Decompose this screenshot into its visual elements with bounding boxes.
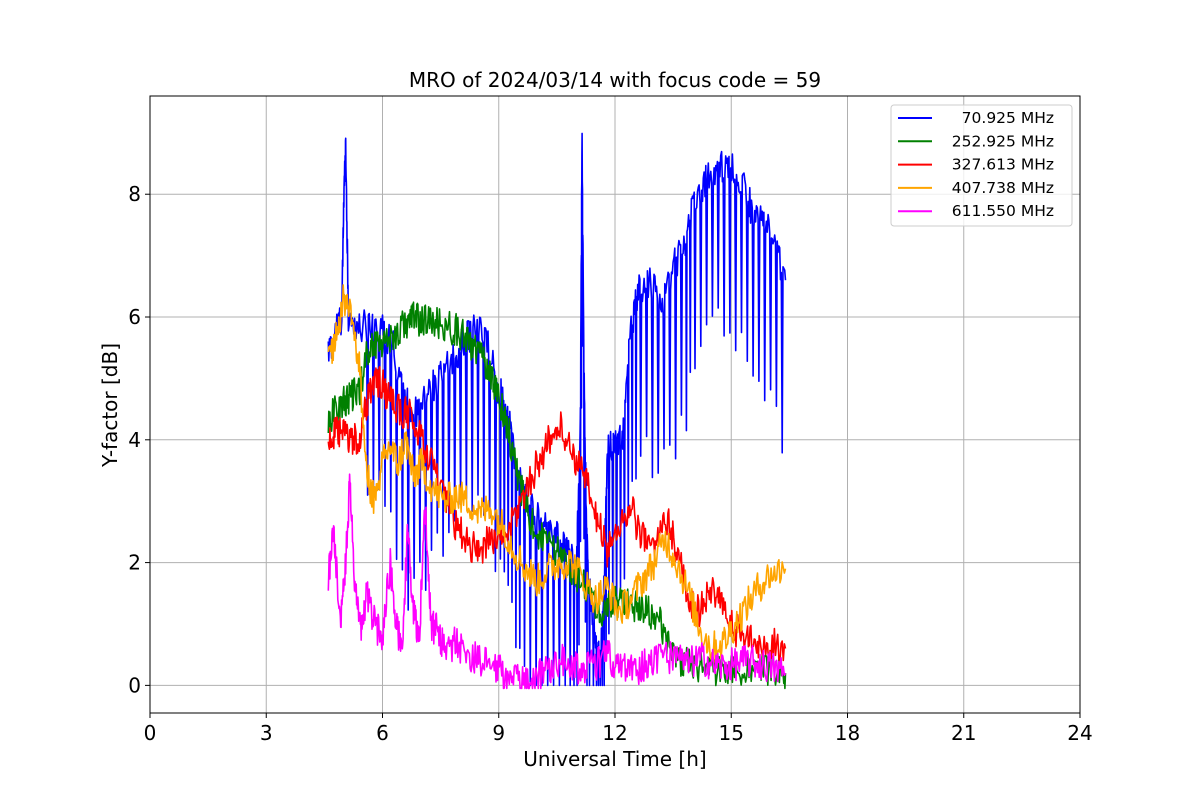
x-tick-label: 24 xyxy=(1067,721,1092,745)
series-line-2 xyxy=(327,365,787,662)
legend-box xyxy=(890,104,1073,227)
legend-label: 252.925 MHz xyxy=(952,132,1054,150)
series-line-4 xyxy=(327,473,787,690)
y-tick-label: 6 xyxy=(128,305,141,329)
y-tick-label: 0 xyxy=(128,673,141,697)
x-tick-label: 12 xyxy=(602,721,627,745)
x-tick-label: 3 xyxy=(260,721,273,745)
x-tick-label: 18 xyxy=(835,721,860,745)
chart-title: MRO of 2024/03/14 with focus code = 59 xyxy=(409,68,821,92)
x-tick-label: 21 xyxy=(951,721,976,745)
x-tick-label: 6 xyxy=(376,721,389,745)
y-tick-label: 8 xyxy=(128,182,141,206)
y-tick-label: 4 xyxy=(128,428,141,452)
legend-label: 70.925 MHz xyxy=(962,109,1054,127)
series-line-3 xyxy=(327,284,787,663)
x-tick-label: 9 xyxy=(492,721,505,745)
series-layer xyxy=(327,132,787,690)
legend-label: 611.550 MHz xyxy=(952,202,1054,220)
legend-label: 327.613 MHz xyxy=(952,156,1054,174)
legend-label: 407.738 MHz xyxy=(952,179,1054,197)
x-axis-label: Universal Time [h] xyxy=(523,747,706,771)
y-axis-label: Y-factor [dB] xyxy=(98,343,122,468)
y-tick-label: 2 xyxy=(128,551,141,575)
legend: 70.925 MHz 252.925 MHz 327.613 MHz 407.738 … xyxy=(890,104,1073,227)
x-tick-label: 0 xyxy=(144,721,157,745)
x-tick-label: 15 xyxy=(719,721,744,745)
